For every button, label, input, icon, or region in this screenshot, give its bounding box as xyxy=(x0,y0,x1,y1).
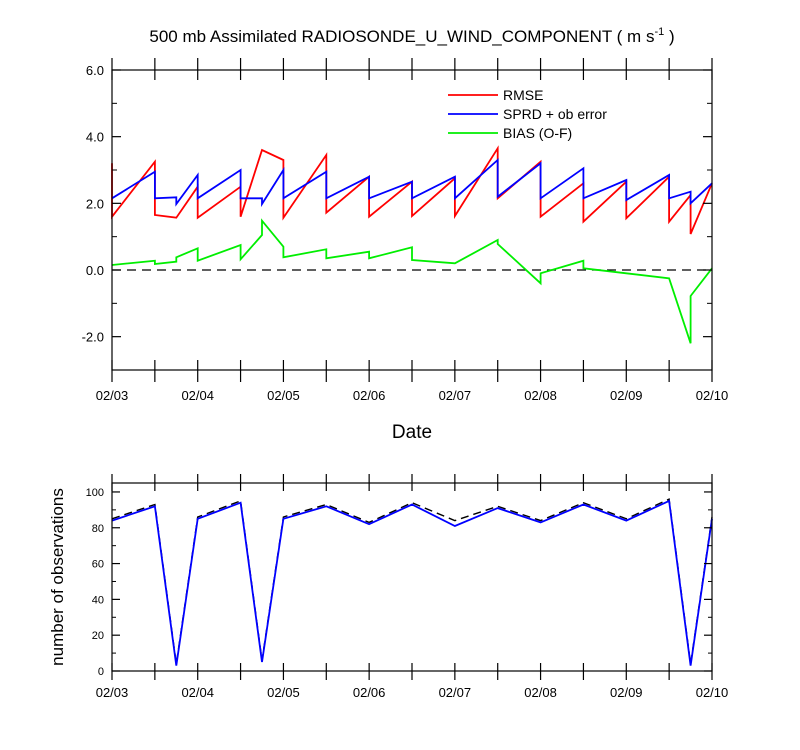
bottom-x-tick-label: 02/09 xyxy=(610,685,643,700)
top-x-tick-label: 02/10 xyxy=(696,388,729,403)
top-plot: -2.00.02.04.06.0 02/03 02/04 02/05 02/06 02/… xyxy=(82,58,729,443)
top-y-ticks: -2.0 0.0 2.0 4.0 6.0 xyxy=(82,63,712,371)
legend-label-rmse: RMSE xyxy=(503,87,543,103)
top-x-tick-label: 02/05 xyxy=(267,388,300,403)
chart-title: 500 mb Assimilated RADIOSONDE_U_WIND_COM… xyxy=(149,26,674,46)
bottom-x-tick-label: 02/06 xyxy=(353,685,386,700)
top-x-ticks: 02/03 02/04 02/05 02/06 02/07 02/08 02/09 02/10 xyxy=(96,58,729,403)
top-x-tick-label: 02/08 xyxy=(524,388,557,403)
top-y-tick-label: -2.0 xyxy=(82,330,104,345)
bottom-x-tick-label: 02/04 xyxy=(181,685,214,700)
chart-title-superscript: -1 xyxy=(654,26,664,38)
bottom-y-tick-label: 0 xyxy=(98,666,104,678)
top-series-group xyxy=(111,145,713,344)
bottom-y-tick-label: 100 xyxy=(86,487,104,499)
series-line-bias-o-f xyxy=(111,218,713,344)
bottom-series-group xyxy=(111,498,713,666)
legend: RMSE SPRD + ob error BIAS (O-F) xyxy=(448,87,607,141)
top-x-tick-label: 02/03 xyxy=(96,388,129,403)
bottom-x-tick-label: 02/07 xyxy=(439,685,472,700)
chart-title-main: 500 mb Assimilated RADIOSONDE_U_WIND_COM… xyxy=(149,27,654,46)
bottom-plot-frame xyxy=(111,482,713,672)
chart-title-suffix: ) xyxy=(664,27,674,46)
top-x-tick-label: 02/07 xyxy=(439,388,472,403)
top-x-tick-label: 02/04 xyxy=(181,388,214,403)
bottom-x-tick-label: 02/03 xyxy=(96,685,129,700)
bottom-x-ticks: 02/03 02/04 02/05 02/06 02/07 02/08 02/09 02/10 xyxy=(96,474,729,700)
obs-line-used xyxy=(111,499,713,666)
top-x-tick-label: 02/09 xyxy=(610,388,643,403)
bottom-x-tick-label: 02/08 xyxy=(524,685,557,700)
obs-line-possible xyxy=(111,498,713,664)
bottom-y-tick-label: 40 xyxy=(92,594,104,606)
bottom-y-tick-label: 20 xyxy=(92,630,104,642)
bottom-x-tick-label: 02/05 xyxy=(267,685,300,700)
top-y-tick-label: 2.0 xyxy=(86,196,104,211)
top-y-tick-label: 6.0 xyxy=(86,63,104,78)
top-y-tick-label: 0.0 xyxy=(86,263,104,278)
bottom-y-axis-label: number of observations xyxy=(48,488,67,666)
top-y-tick-label: 4.0 xyxy=(86,130,104,145)
top-x-tick-label: 02/06 xyxy=(353,388,386,403)
bottom-y-ticks: 0 20 40 60 80 100 xyxy=(86,487,712,678)
bottom-y-tick-label: 80 xyxy=(92,523,104,535)
top-x-axis-label: Date xyxy=(392,422,432,443)
bottom-y-tick-label: 60 xyxy=(92,559,104,571)
legend-label-bias-o-f: BIAS (O-F) xyxy=(503,125,572,141)
bottom-x-tick-label: 02/10 xyxy=(696,685,729,700)
series-line-sprd-ob-error xyxy=(111,157,713,208)
top-plot-frame xyxy=(111,69,713,371)
legend-label-sprd-ob-error: SPRD + ob error xyxy=(503,106,607,122)
